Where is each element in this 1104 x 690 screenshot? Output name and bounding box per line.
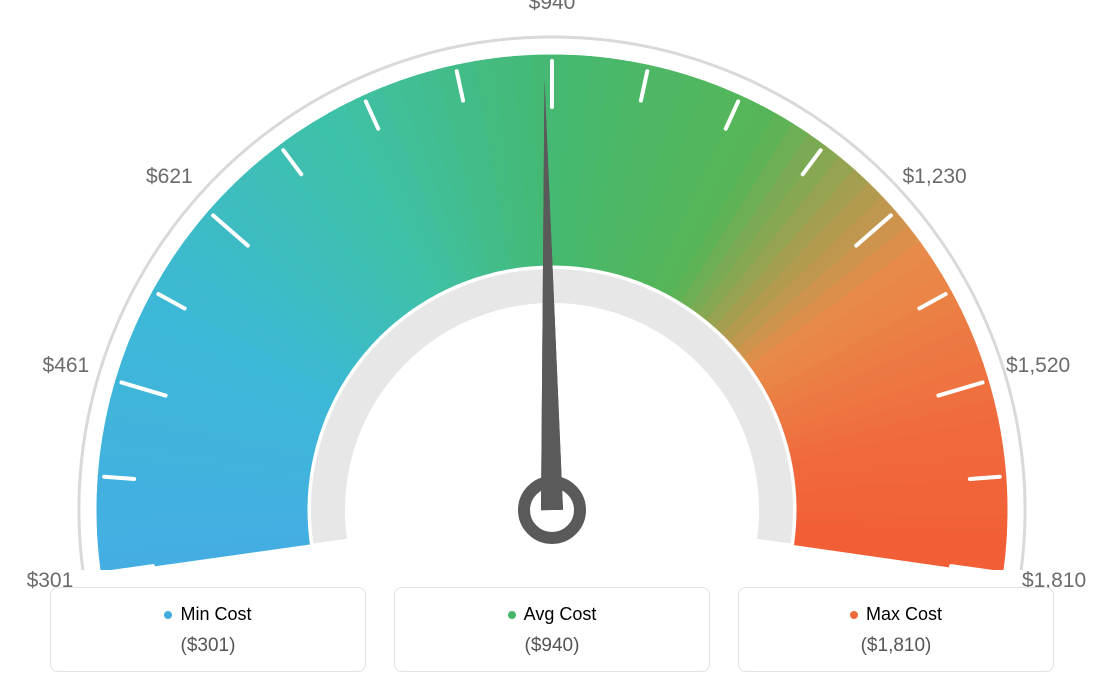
- gauge-tick-label: $1,520: [1006, 354, 1070, 378]
- gauge-tick-label: $621: [146, 165, 193, 189]
- cost-gauge-widget: $301$461$621$940$1,230$1,520$1,810 Min C…: [0, 0, 1104, 690]
- gauge-chart: $301$461$621$940$1,230$1,520$1,810: [0, 0, 1104, 570]
- legend-value-max: ($1,810): [749, 635, 1043, 657]
- legend-value-min: ($301): [61, 635, 355, 657]
- legend-value-avg: ($940): [405, 635, 699, 657]
- legend-dot-max: [850, 611, 858, 619]
- legend-row: Min Cost ($301) Avg Cost ($940) Max Cost…: [50, 587, 1054, 672]
- legend-card-min: Min Cost ($301): [50, 587, 366, 672]
- gauge-tick-label: $461: [43, 354, 90, 378]
- gauge-tick-label: $940: [529, 0, 576, 15]
- legend-card-max: Max Cost ($1,810): [738, 587, 1054, 672]
- legend-label-min: Min Cost: [180, 604, 251, 625]
- legend-card-avg: Avg Cost ($940): [394, 587, 710, 672]
- gauge-tick-label: $1,230: [903, 165, 967, 189]
- legend-dot-min: [164, 611, 172, 619]
- legend-label-avg: Avg Cost: [524, 604, 597, 625]
- legend-dot-avg: [508, 611, 516, 619]
- legend-label-max: Max Cost: [866, 604, 942, 625]
